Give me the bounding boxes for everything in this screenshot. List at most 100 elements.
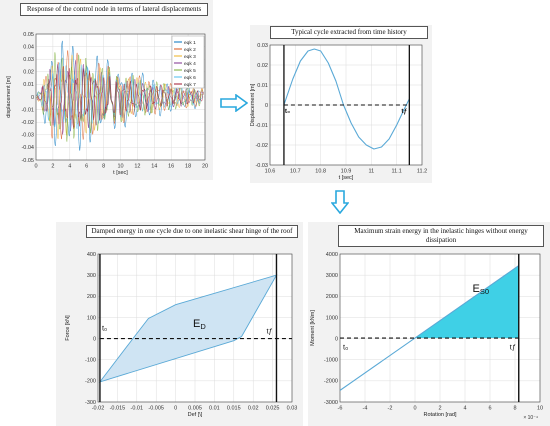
t0-label: t₀ [285,108,290,115]
x-tick-label: 0.005 [188,406,202,412]
x-axis-label: Def [\] [188,412,203,418]
cycle-curve [283,48,410,150]
panel-title: Typical cycle extracted from time histor… [270,26,428,39]
x-tick-label: 0 [413,406,416,412]
panel-typical-cycle: 10.6 10.7 10.8 10.9 11 11.1 11.2 -0.03 -0.02 -0.0… [250,25,432,183]
y-axis-label: displacement [m] [6,76,12,118]
t0-label: t₀ [343,343,348,352]
x-tick-label: 0.025 [266,406,280,412]
y-tick-label: 400 [87,252,96,258]
panel-damped-energy: -0.02 -0.015 -0.01 -0.005 0 0.005 0.01 0.015 0.0… [56,222,303,426]
legend-item: eqk 5 [184,68,196,74]
y-tick-label: -300 [85,400,96,406]
area-label-sub: S0 [480,287,489,296]
panel-time-history: 0 2 4 6 8 10 12 14 16 18 20 -0.05 -0.04 -0.03 -0.02 -0.… [0,0,213,180]
y-tick-label: 0.03 [257,43,268,49]
x-tick-label: 2 [438,406,441,412]
x-tick-label: 6 [488,406,491,412]
y-tick-label: 0 [31,95,34,101]
x-tick-label: 10 [117,164,123,170]
series-line-eqk-7 [36,66,204,128]
x-tick-label: 10.9 [341,169,352,175]
plot-frame [269,44,423,166]
panel-title-text: Maximum strain energy in the inelastic h… [354,227,528,244]
x-tick-label: 4 [68,164,71,170]
y-tick-label: 0.02 [257,63,268,69]
y-tick-label: -3000 [324,400,338,406]
x-tick-label: -0.005 [148,406,164,412]
y-tick-label: 200 [87,294,96,300]
y-tick-label: 4000 [326,252,338,258]
legend-item: eqk 2 [184,47,196,53]
y-tick-label: -0.04 [21,145,34,151]
time-history-chart: 0 2 4 6 8 10 12 14 16 18 20 -0.05 -0.04 -0.03 -0.02 -0.… [6,32,208,176]
x-tick-label: 8 [102,164,105,170]
y-tick-label: -1000 [324,358,338,364]
y-axis-label: Moment [kNm] [310,310,316,346]
y-tick-label: 0.05 [23,32,34,38]
x-axis-label: t [sec] [339,175,354,181]
hysteresis-loop-area [98,274,278,383]
y-tick-label: -0.01 [255,123,268,129]
y-tick-label: 0 [265,103,268,109]
y-tick-label: -100 [85,358,96,364]
x-tick-label: -0.02 [92,406,105,412]
area-label-sub: D [200,322,206,331]
y-tick-label: 2000 [326,294,338,300]
x-tick-label: 6 [85,164,88,170]
x-tick-label: 0 [34,164,37,170]
x-tick-label: 0 [174,406,177,412]
x-tick-label: 20 [202,164,208,170]
panel-title-text: Typical cycle extracted from time histor… [291,28,407,36]
panel-title-text: Damped energy in one cycle due to one in… [91,227,293,235]
x-tick-label: 0.015 [227,406,241,412]
x-tick-label: -4 [363,406,368,412]
legend-item: eqk 7 [184,82,196,88]
panel-title: Maximum strain energy in the inelastic h… [338,225,544,247]
x-axis-label: t [sec] [113,170,128,176]
panel-title: Damped energy in one cycle due to one in… [86,225,298,238]
x-axis-label: Rotation [rad] [423,412,456,418]
area-label: ED [193,318,206,331]
y-tick-label: 0.03 [23,57,34,63]
series-line-eqk-4 [36,60,204,135]
plot-frame [339,253,541,403]
y-tick-label: -2000 [324,379,338,385]
x-tick-label: 10.8 [315,169,326,175]
y-tick-label: 300 [87,273,96,279]
tf-label: tƒ [510,343,516,352]
area-label-main: E [193,318,200,330]
y-tick-label: 0.04 [23,44,34,50]
x-tick-label: 10 [537,406,543,412]
panel-title-text: Response of the control node in terms of… [26,5,202,13]
y-tick-label: 3000 [326,273,338,279]
arrow-right-icon [220,94,248,112]
area-label: ES0 [473,283,490,296]
x-tick-label: 10.7 [290,169,301,175]
y-tick-label: 0 [335,336,338,342]
x-tick-label: 10.6 [265,169,276,175]
legend-item: eqk 4 [184,61,196,67]
x-tick-label: 16 [168,164,174,170]
series-line-eqk-5 [36,52,204,142]
x-tick-label: 14 [151,164,157,170]
x-tick-label: 11.2 [417,169,427,175]
x-tick-label: -6 [338,406,343,412]
y-tick-label: -0.01 [21,107,34,113]
y-tick-label: -0.02 [255,143,268,149]
y-tick-label: 0.01 [257,83,268,89]
x-tick-label: -0.015 [110,406,126,412]
legend-item: eqk 6 [184,75,196,81]
x-tick-label: 11.1 [392,169,402,175]
y-tick-label: 0.02 [23,70,34,76]
x-tick-label: 0.03 [287,406,298,412]
strain-energy-area [415,265,519,338]
x-tick-label: -0.01 [131,406,144,412]
y-tick-label: 100 [87,315,96,321]
x-tick-label: 2 [51,164,54,170]
y-tick-label: -200 [85,379,96,385]
x-tick-label: 0.01 [209,406,220,412]
tf-label: tƒ [401,108,407,115]
legend-box [171,35,205,89]
